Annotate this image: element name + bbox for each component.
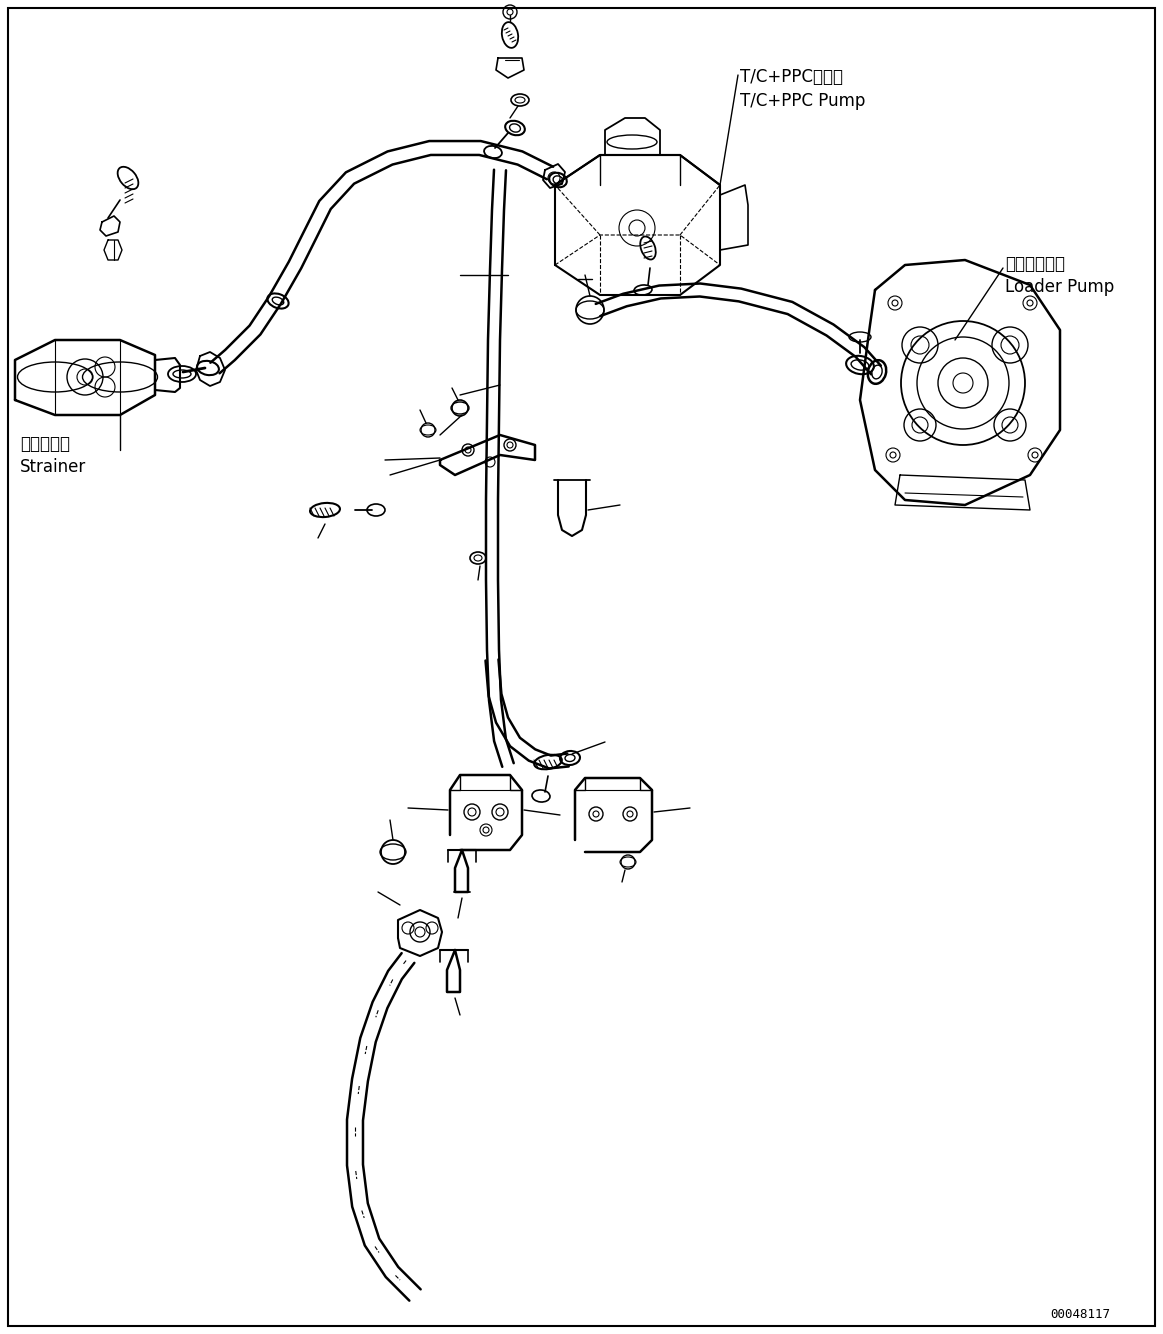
Text: T/C+PPC Pump: T/C+PPC Pump: [740, 92, 865, 109]
Text: ストレーナ: ストレーナ: [20, 435, 70, 454]
Text: T/C+PPCポンプ: T/C+PPCポンプ: [740, 68, 843, 85]
Text: Loader Pump: Loader Pump: [1005, 277, 1114, 296]
Text: Strainer: Strainer: [20, 458, 86, 476]
Text: ローダポンプ: ローダポンプ: [1005, 255, 1065, 273]
Text: 00048117: 00048117: [1050, 1309, 1110, 1321]
